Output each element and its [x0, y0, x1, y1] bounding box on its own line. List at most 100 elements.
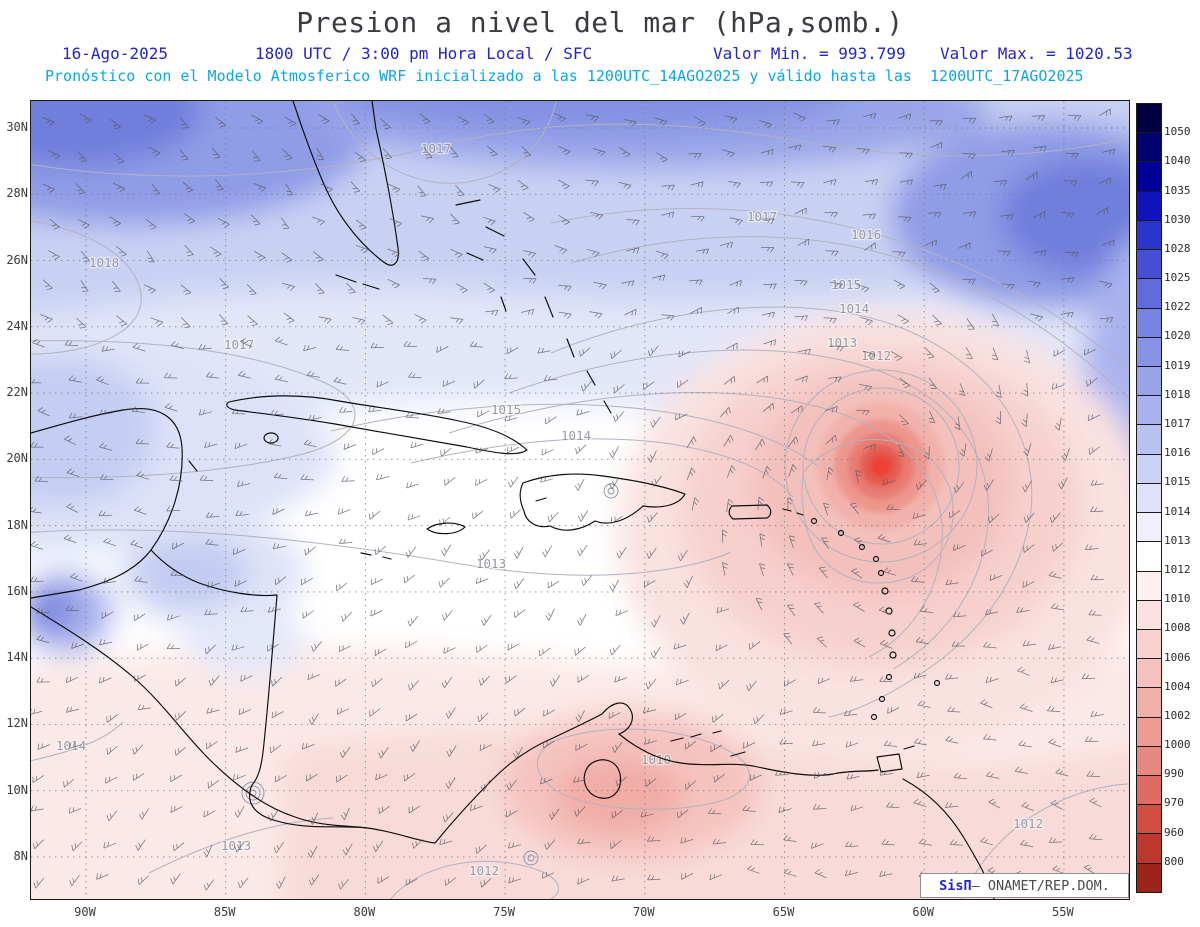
lat-tick-label: 20N [6, 451, 28, 466]
colorbar-tick-label: 1017 [1164, 417, 1191, 431]
attribution-text: – ONAMET/REP.DOM. [971, 877, 1110, 894]
colorbar-cell [1137, 804, 1161, 834]
colorbar-cell [1137, 833, 1161, 863]
coastlines [31, 101, 995, 899]
colorbar-tick-label: 1035 [1164, 183, 1191, 197]
colorbar-cell [1137, 745, 1161, 776]
colorbar-tick-label: 1004 [1164, 679, 1191, 693]
colorbar-cell [1137, 307, 1161, 337]
lat-tick-label: 18N [6, 517, 28, 532]
colorbar-cell [1137, 628, 1161, 659]
isobar-label: 1013 [476, 556, 506, 571]
hurricane-symbol [817, 402, 945, 530]
isobar-label: 1015 [491, 402, 521, 417]
colorbar-tick-label: 1022 [1164, 300, 1191, 314]
colorbar-cell [1137, 541, 1161, 571]
colorbar-cell [1137, 395, 1161, 425]
lat-tick-label: 26N [6, 252, 28, 267]
header-date: 16-Ago-2025 [62, 44, 168, 63]
lon-tick-label: 75W [493, 905, 515, 919]
colorbar-tick-label: 1000 [1164, 738, 1191, 752]
colorbar-cell [1137, 104, 1161, 133]
attribution-brand: SisΠ [939, 877, 972, 894]
colorbar-tick-label: 960 [1164, 825, 1184, 839]
colorbar-cell [1137, 424, 1161, 454]
header-forecast-line: Pronóstico con el Modelo Atmosferico WRF… [45, 67, 1084, 85]
colorbar-cell [1137, 658, 1161, 688]
attribution-box: SisΠ – ONAMET/REP.DOM. [920, 873, 1129, 898]
isobar-label: 1013 [827, 335, 857, 350]
lon-tick-label: 80W [353, 905, 376, 919]
colorbar-cell [1137, 599, 1161, 629]
lat-tick-label: 30N [6, 120, 28, 134]
colorbar-tick-label: 1025 [1164, 271, 1191, 285]
colorbar-tick-label: 1014 [1164, 504, 1191, 518]
isobar-label: 1013 [221, 838, 251, 853]
lat-tick-label: 14N [6, 650, 28, 665]
lat-tick-label: 24N [6, 318, 28, 333]
colorbar-cell [1137, 161, 1161, 191]
lon-tick-label: 85W [213, 905, 236, 919]
colorbar-tick-label: 990 [1164, 767, 1184, 781]
isobar-label: 1018 [89, 255, 119, 270]
colorbar-cell [1137, 775, 1161, 805]
map-frame: 1017 1018 1017 1017 1016 1015 1014 1013 1012 1015… [30, 100, 1130, 900]
grid-lines [31, 101, 1129, 899]
colorbar-tick-label: 1006 [1164, 650, 1191, 664]
colorbar-cell [1137, 278, 1161, 308]
header-valor-min: Valor Min. = 993.799 [713, 44, 906, 63]
colorbar-tick-label: 1020 [1164, 329, 1191, 343]
colorbar-cell [1137, 190, 1161, 220]
isobar-label: 1010 [641, 752, 671, 767]
colorbar-cell [1137, 453, 1161, 483]
spot-contours [241, 483, 619, 866]
lon-tick-label: 90W [74, 905, 96, 919]
colorbar-tick-label: 1016 [1164, 446, 1191, 460]
lat-tick-label: 22N [6, 385, 28, 400]
colorbar-tick-label: 1040 [1164, 154, 1191, 168]
colorbar-cell [1137, 862, 1161, 892]
isobar-label: 1014 [561, 428, 591, 443]
colorbar-cell [1137, 336, 1161, 366]
isobar-label: 1012 [469, 863, 499, 878]
colorbar-cell [1137, 687, 1161, 717]
colorbar-tick-label: 1008 [1164, 621, 1191, 635]
contour-labels: 1017101810171017101610151014101310121015… [55, 140, 1045, 880]
isobar-label: 1012 [861, 348, 891, 363]
colorbar-cell [1137, 482, 1161, 513]
isobar-label: 1016 [851, 227, 881, 242]
colorbar-tick-label: 800 [1164, 854, 1184, 868]
header-valor-max: Valor Max. = 1020.53 [940, 44, 1133, 63]
isobar-label: 1015 [831, 277, 861, 292]
lon-tick-label: 60W [912, 905, 935, 919]
colorbar-cell [1137, 219, 1161, 250]
colorbar-tick-label: 1012 [1164, 562, 1191, 576]
colorbar-tick-label: 1018 [1164, 387, 1191, 401]
pressure-map-canvas: 1017101810171017101610151014101310121015… [31, 101, 1129, 899]
lon-tick-label: 70W [632, 905, 655, 919]
pressure-colorbar [1136, 103, 1162, 893]
header-time-info: 1800 UTC / 3:00 pm Hora Local / SFC [255, 44, 593, 63]
isobar-label: 1017 [421, 141, 451, 156]
page-title: Presion a nivel del mar (hPa,somb.) [296, 6, 904, 39]
colorbar-tick-label: 1050 [1164, 125, 1191, 139]
colorbar-tick-label: 1013 [1164, 533, 1191, 547]
lon-tick-label: 55W [1052, 905, 1074, 919]
lat-tick-label: 10N [6, 782, 28, 797]
lat-tick-label: 8N [13, 848, 28, 863]
colorbar-cell [1137, 716, 1161, 746]
lat-tick-label: 12N [6, 716, 28, 731]
isobar-label: 1014 [839, 301, 869, 316]
colorbar-tick-label: 1019 [1164, 358, 1191, 372]
colorbar-cell [1137, 365, 1161, 396]
isobar-label: 1014 [56, 738, 86, 753]
isobar-label: 1017 [224, 337, 254, 352]
colorbar-tick-label: 1010 [1164, 592, 1191, 606]
lon-tick-label: 65W [772, 905, 795, 919]
colorbar-tick-label: 1030 [1164, 212, 1191, 226]
colorbar-tick-label: 970 [1164, 796, 1184, 810]
colorbar-tick-label: 1002 [1164, 708, 1191, 722]
colorbar-tick-label: 1015 [1164, 475, 1191, 489]
colorbar-tick-label: 1028 [1164, 241, 1191, 255]
